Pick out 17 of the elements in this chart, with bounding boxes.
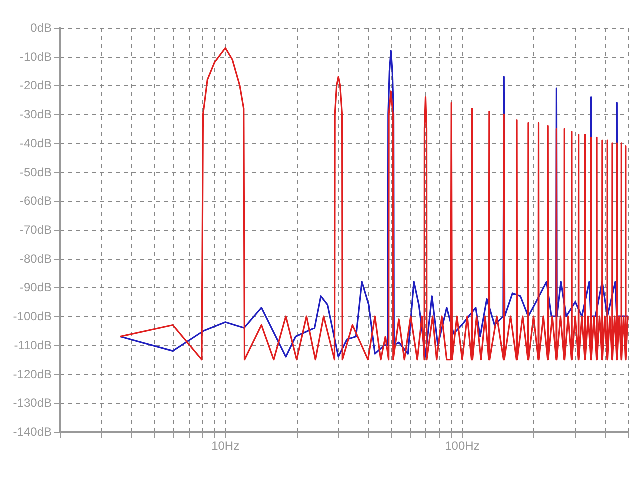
y-tick-label: -10dB	[20, 50, 52, 64]
y-tick-label: -30dB	[20, 108, 52, 122]
y-tick-label: 0dB	[30, 21, 52, 35]
y-tick-label: -120dB	[13, 367, 52, 382]
y-tick-label: -140dB	[13, 425, 52, 439]
x-tick-label: 100Hz	[445, 439, 480, 453]
y-tick-label: -70dB	[20, 223, 52, 237]
y-tick-label: -60dB	[20, 194, 52, 208]
y-tick-label: -100dB	[13, 310, 52, 324]
y-tick-label: -80dB	[20, 252, 52, 266]
y-tick-label: -130dB	[13, 396, 52, 410]
y-tick-label: -20dB	[20, 78, 52, 93]
y-tick-label: -40dB	[20, 136, 52, 150]
y-tick-label: -50dB	[20, 165, 52, 180]
x-tick-label: 10Hz	[212, 439, 240, 453]
y-tick-label: -90dB	[20, 280, 52, 295]
y-tick-label: -110dB	[14, 338, 52, 352]
